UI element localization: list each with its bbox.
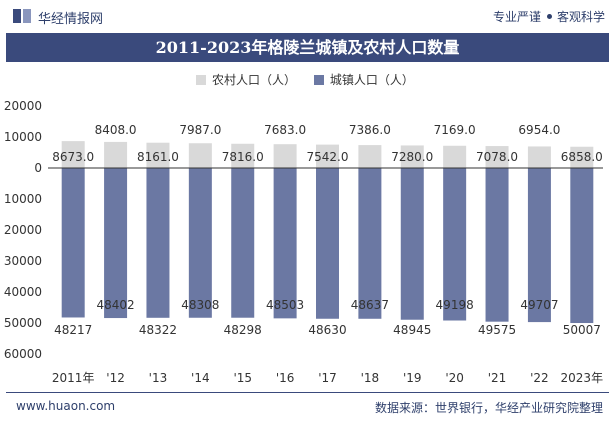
- legend-label-rural: 农村人口（人）: [212, 73, 297, 87]
- y-tick-label: 40000: [4, 285, 42, 299]
- bar-urban: [358, 168, 382, 319]
- bar-rural: [400, 145, 424, 168]
- legend-item-rural: 农村人口（人）: [196, 71, 296, 88]
- data-label-urban: 50007: [563, 323, 601, 337]
- y-tick-label: 50000: [4, 316, 42, 330]
- brand-name: 华经情报网: [38, 12, 104, 27]
- x-tick-label: '21: [488, 371, 507, 385]
- x-tick-label: '22: [530, 371, 549, 385]
- x-tick-label: '14: [191, 371, 210, 385]
- bar-rural: [485, 146, 509, 168]
- x-tick-label: '19: [403, 371, 422, 385]
- bar-urban: [443, 168, 467, 321]
- y-tick-label: 10000: [4, 130, 42, 144]
- y-tick-label: 60000: [4, 347, 42, 361]
- data-label-urban: 48217: [54, 323, 92, 337]
- data-label-rural: 8161.0: [137, 150, 179, 164]
- bar-rural: [358, 145, 382, 168]
- bar-rural: [146, 142, 170, 168]
- chart-plot: 20000 10000 0 10000 20000 30000 40000 50000 6000…: [4, 99, 604, 385]
- y-tick-label: 20000: [4, 223, 42, 237]
- bar-rural: [443, 145, 467, 168]
- data-label-urban: 49575: [478, 323, 516, 337]
- slogan-dot-icon: [546, 14, 552, 19]
- bar-rural: [61, 141, 85, 168]
- data-label-rural: 7987.0: [179, 123, 221, 137]
- y-tick-label: 20000: [4, 99, 42, 113]
- data-label-urban: 48322: [139, 323, 177, 337]
- footer-website: www.huaon.com: [16, 399, 116, 413]
- data-label-rural: 8408.0: [95, 123, 137, 137]
- title-bar: 2011-2023年格陵兰城镇及农村人口数量: [6, 33, 609, 62]
- chart-legend: 农村人口（人） 城镇人口（人）: [196, 71, 428, 88]
- bar-urban: [400, 168, 424, 320]
- bar-urban: [316, 168, 339, 319]
- x-tick-label: '13: [149, 371, 168, 385]
- data-label-rural: 7816.0: [222, 150, 264, 164]
- footer-source: 数据来源：世界银行，华经产业研究院整理: [374, 401, 603, 415]
- data-label-urban: 49198: [436, 298, 474, 312]
- chart-title: 2011-2023年格陵兰城镇及农村人口数量: [155, 38, 460, 57]
- data-label-urban: 48637: [351, 298, 389, 312]
- data-label-urban: 48503: [266, 298, 304, 312]
- x-tick-label: '17: [318, 371, 337, 385]
- data-label-urban: 48630: [308, 323, 346, 337]
- data-label-rural: 7280.0: [391, 150, 433, 164]
- data-label-rural: 6954.0: [518, 123, 560, 137]
- data-label-urban: 48298: [224, 323, 262, 337]
- data-label-rural: 7078.0: [476, 150, 518, 164]
- x-tick-label: 2023年: [561, 371, 604, 385]
- footer-divider: [6, 392, 609, 393]
- data-label-urban: 48308: [181, 298, 219, 312]
- bar-urban: [61, 168, 85, 318]
- huajing-logo-icon: [13, 9, 31, 23]
- x-tick-label: '18: [361, 371, 380, 385]
- data-label-rural: 8673.0: [52, 150, 94, 164]
- data-label-rural: 7169.0: [434, 123, 476, 137]
- slogan-part-1: 专业严谨: [492, 10, 541, 24]
- x-tick-label: 2011年: [52, 371, 95, 385]
- bar-urban: [273, 168, 297, 319]
- top-bar: 华经情报网 专业严谨 客观科学: [0, 0, 615, 32]
- data-label-urban: 48945: [393, 323, 431, 337]
- bar-urban: [527, 168, 551, 323]
- bar-urban: [188, 168, 212, 318]
- x-tick-label: '16: [276, 371, 295, 385]
- y-tick-label: 10000: [4, 192, 42, 206]
- bar-rural: [104, 141, 128, 168]
- bar-rural: [527, 146, 551, 168]
- bar-rural: [273, 144, 297, 168]
- bar-urban: [485, 168, 509, 322]
- legend-swatch-urban: [313, 75, 324, 85]
- bar-urban: [231, 168, 255, 318]
- data-label-rural: 7386.0: [349, 123, 391, 137]
- data-label-urban: 48402: [96, 298, 134, 312]
- data-label-urban: 49707: [520, 298, 558, 312]
- data-label-rural: 6858.0: [561, 150, 603, 164]
- slogan: 专业严谨 客观科学: [493, 8, 605, 25]
- legend-label-urban: 城镇人口（人）: [329, 73, 414, 87]
- legend-swatch-rural: [196, 75, 206, 85]
- x-tick-label: '15: [233, 371, 252, 385]
- data-label-rural: 7683.0: [264, 123, 306, 137]
- bar-rural: [316, 144, 339, 168]
- bar-urban: [104, 168, 128, 319]
- y-tick-label: 30000: [4, 254, 42, 268]
- x-tick-label: '12: [106, 371, 125, 385]
- x-tick-label: '20: [445, 371, 464, 385]
- legend-item-urban: 城镇人口（人）: [313, 71, 414, 88]
- bar-urban: [146, 168, 170, 318]
- bar-rural: [188, 143, 212, 168]
- y-tick-label: 0: [34, 161, 42, 175]
- slogan-part-2: 客观科学: [556, 10, 605, 24]
- bar-rural: [570, 146, 594, 168]
- bar-urban: [570, 168, 594, 324]
- bar-rural: [231, 143, 255, 168]
- data-label-rural: 7542.0: [307, 150, 349, 164]
